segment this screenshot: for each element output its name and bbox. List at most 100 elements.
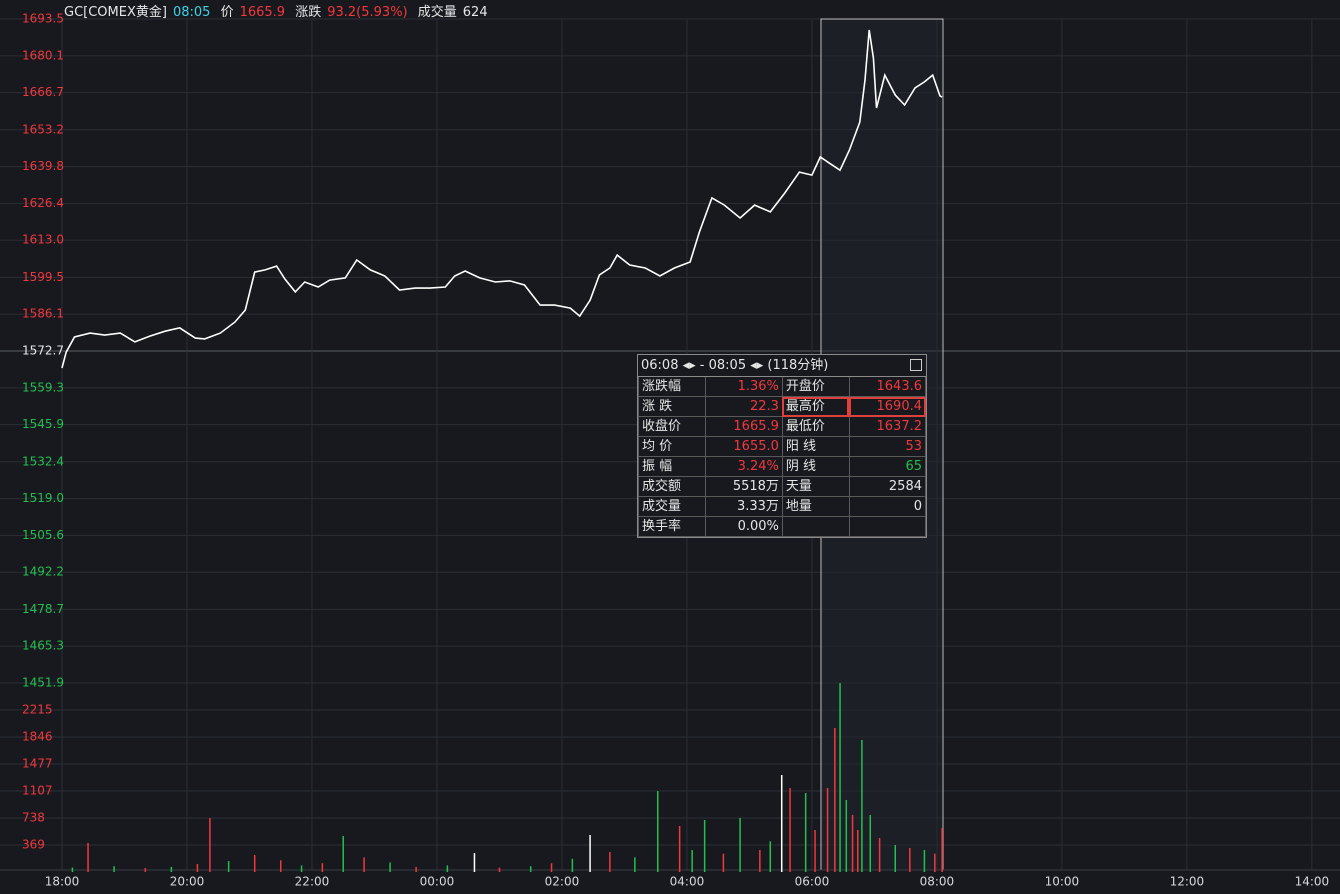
- label: 地量: [781, 496, 850, 517]
- value: 1637.2: [848, 416, 927, 437]
- x-tick-label: 12:00: [1170, 875, 1205, 889]
- label: 涨跌幅: [638, 377, 706, 397]
- value: 1655.0: [704, 436, 783, 457]
- volume-bar: [941, 828, 943, 872]
- range-end: - 08:05: [699, 358, 747, 373]
- volume-bar: [869, 815, 872, 872]
- volume-bar: [113, 866, 115, 872]
- volume-bar: [878, 837, 881, 872]
- volume-bar: [300, 865, 303, 872]
- volume-bar: [703, 819, 706, 872]
- value: 53: [848, 436, 927, 457]
- y-tick-label: 1451.9: [22, 676, 64, 690]
- label: 均 价: [638, 436, 706, 457]
- volume-bar: [609, 852, 611, 872]
- volume-bar: [196, 863, 199, 872]
- value: 1665.9: [704, 416, 783, 437]
- volume-bar: [739, 818, 741, 872]
- volume-bar: [415, 866, 417, 872]
- value: 1643.6: [848, 377, 927, 397]
- y-tick-label: 1846: [22, 729, 53, 743]
- range-stats-panel: 06:08 ◂▸ - 08:05 ◂▸ (118分钟) 涨跌幅 1.36% 开盘价 1…: [637, 354, 927, 538]
- y-tick-label: 1477: [22, 756, 53, 770]
- volume-label: 成交量: [417, 5, 457, 20]
- label: 最低价: [781, 416, 850, 437]
- volume-bar: [826, 788, 829, 872]
- volume-bar: [634, 857, 636, 872]
- label: 成交量: [638, 496, 706, 517]
- y-tick-label: 1532.4: [22, 454, 64, 468]
- y-tick-label: 369: [22, 838, 45, 852]
- volume-bar: [342, 836, 344, 872]
- volume-bar: [170, 866, 173, 872]
- value: 0.00%: [704, 516, 783, 537]
- volume-bar: [498, 867, 501, 872]
- volume-bar: [209, 818, 211, 872]
- volume-bar: [321, 863, 324, 872]
- y-tick-label: 1613.0: [22, 233, 64, 247]
- volume-bar: [87, 843, 89, 872]
- volume-bar: [529, 866, 532, 872]
- range-duration: (118分钟): [767, 358, 829, 373]
- volume-bar: [722, 853, 725, 872]
- value: 22.3: [704, 396, 783, 417]
- label: 成交额: [638, 476, 706, 497]
- y-tick-label: 1572.7: [22, 344, 64, 358]
- y-tick-label: 1586.1: [22, 307, 64, 321]
- volume-bar: [571, 858, 574, 872]
- change-label: 涨跌: [295, 5, 322, 20]
- volume-bar: [834, 727, 836, 872]
- stats-table: 涨跌幅 1.36% 开盘价 1643.6 涨 跌 22.3 最高价 1690.4 收盘价 16…: [638, 377, 927, 537]
- y-tick-label: 1478.7: [22, 602, 64, 616]
- volume: 624: [462, 5, 488, 20]
- x-tick-label: 14:00: [1295, 875, 1330, 889]
- value: 3.33万: [704, 496, 783, 517]
- volume-bar: [279, 860, 282, 872]
- y-tick-label: 1559.3: [22, 380, 64, 394]
- x-tick-label: 04:00: [670, 875, 705, 889]
- y-tick-label: 1465.3: [22, 639, 64, 653]
- value: 2584: [848, 476, 927, 497]
- volume-bar: [759, 849, 761, 872]
- x-tick-label: 08:00: [920, 875, 955, 889]
- y-tick-label: 1653.2: [22, 122, 64, 136]
- value: 3.24%: [704, 456, 783, 477]
- label: 振 幅: [638, 456, 706, 477]
- label: 天量: [781, 476, 850, 497]
- volume-bar: [227, 861, 230, 872]
- empty-cell: [848, 516, 927, 537]
- volume-bar: [71, 867, 74, 872]
- y-tick-label: 1693.5: [22, 12, 64, 26]
- price-line: [61, 29, 943, 369]
- price-label: 价: [220, 5, 234, 20]
- volume-bar: [363, 857, 365, 872]
- volume-bar: [814, 830, 816, 872]
- volume-bar: [789, 788, 791, 872]
- volume-bar: [780, 775, 783, 872]
- volume-bar: [550, 863, 553, 872]
- volume-bar: [894, 845, 897, 872]
- volume-bar: [909, 848, 911, 872]
- x-tick-label: 22:00: [295, 875, 330, 889]
- value: 1690.4: [848, 396, 927, 417]
- y-tick-label: 1505.6: [22, 528, 64, 542]
- close-button[interactable]: [910, 359, 922, 371]
- value: 5518万: [704, 476, 783, 497]
- volume-bar: [691, 850, 693, 872]
- label: 阴 线: [781, 456, 850, 477]
- y-tick-label: 1545.9: [22, 417, 64, 431]
- volume-bar: [389, 862, 391, 872]
- label: 换手率: [638, 516, 706, 537]
- volume-bar: [839, 683, 841, 872]
- y-tick-label: 1626.4: [22, 196, 64, 210]
- value: 0: [848, 496, 927, 517]
- volume-bar: [857, 830, 859, 872]
- range-start: 06:08: [641, 358, 679, 373]
- y-tick-label: 1666.7: [22, 85, 64, 99]
- volume-bar: [851, 815, 854, 872]
- y-tick-label: 1599.5: [22, 270, 64, 284]
- y-tick-label: 1680.1: [22, 48, 64, 62]
- volume-bar: [657, 791, 659, 872]
- volume-bar: [253, 855, 256, 872]
- empty-cell: [781, 516, 850, 537]
